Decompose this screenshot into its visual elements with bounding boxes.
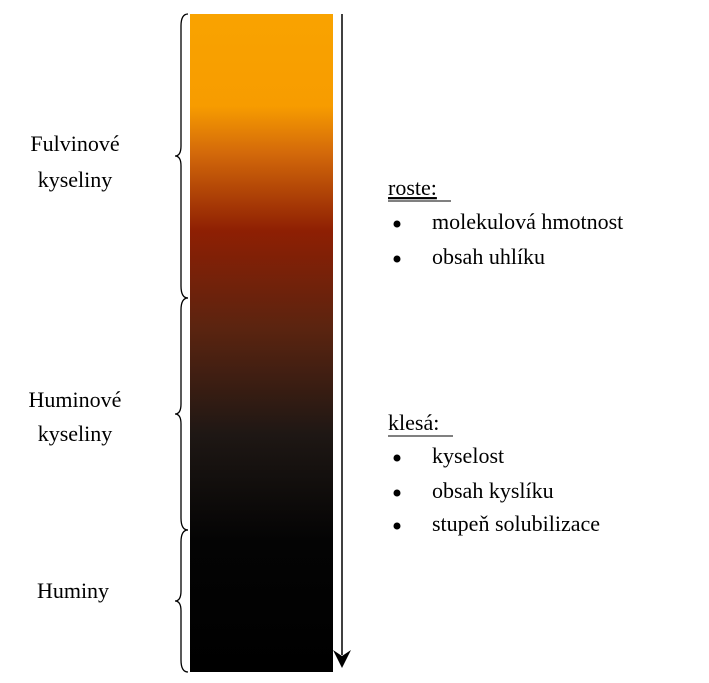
group-label: Huminové: [29, 387, 122, 412]
bullet: [393, 489, 401, 497]
color-bar: [190, 14, 333, 672]
brace: [174, 13, 189, 299]
list-item: kyselost: [432, 443, 504, 468]
bullet: [393, 522, 401, 530]
bullet: [393, 220, 401, 228]
list-item: stupeň solubilizace: [432, 511, 600, 536]
group-label: kyseliny: [38, 167, 113, 192]
group-label: Huminy: [37, 578, 109, 603]
brace: [174, 297, 189, 531]
brace: [174, 529, 189, 673]
bullet: [393, 454, 401, 462]
list-item: obsah kyslíku: [432, 478, 554, 503]
group-label: kyseliny: [38, 421, 113, 446]
bullet: [393, 255, 401, 263]
list-item: molekulová hmotnost: [432, 209, 623, 234]
group-label: Fulvinové: [30, 131, 119, 156]
list-heading: roste:: [388, 175, 437, 200]
list-heading: klesá:: [388, 410, 439, 435]
list-item: obsah uhlíku: [432, 244, 545, 269]
arrow-head: [333, 650, 351, 668]
